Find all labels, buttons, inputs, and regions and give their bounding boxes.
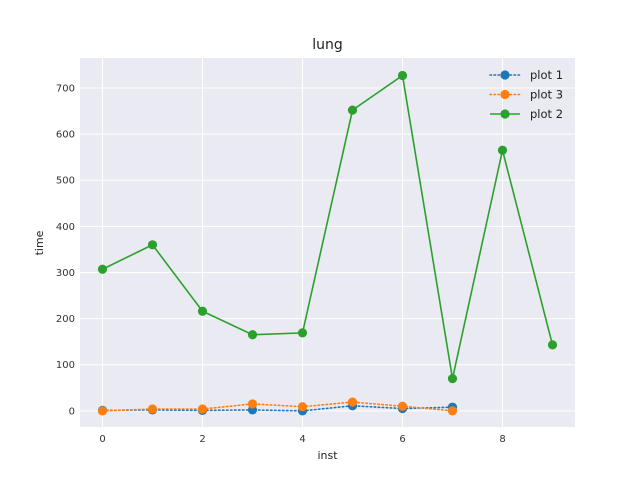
data-point (297, 328, 308, 338)
plot-area (80, 58, 575, 427)
data-point (347, 105, 358, 115)
y-tick-label: 100 (56, 360, 75, 371)
y-tick-label: 600 (56, 130, 75, 141)
data-point (297, 402, 308, 412)
legend-item: plot 3 (489, 88, 563, 102)
legend: plot 1 plot 3 plot 2 (489, 68, 563, 121)
series-lines (97, 70, 558, 416)
legend-item: plot 1 (489, 68, 563, 82)
data-point (247, 399, 258, 409)
data-point (147, 404, 158, 414)
data-point (397, 401, 408, 411)
series-line (101, 404, 454, 412)
tick-labels: 0 2 4 6 8 0 100 200 300 400 500 600 700 (56, 83, 506, 445)
data-point (97, 406, 108, 416)
data-point (447, 373, 458, 384)
x-axis-label: inst (317, 449, 338, 462)
legend-label: plot 3 (530, 88, 563, 102)
x-tick-label: 6 (399, 434, 405, 445)
legend-item: plot 2 (490, 107, 563, 121)
data-point (547, 340, 558, 350)
legend-marker (500, 70, 510, 80)
data-point (97, 264, 108, 274)
y-tick-label: 700 (56, 83, 75, 94)
x-tick-label: 2 (199, 434, 205, 445)
legend-label: plot 2 (530, 107, 563, 121)
legend-marker (500, 89, 510, 100)
series-plot-3 (97, 397, 458, 416)
legend-marker (500, 109, 510, 119)
grid-lines (80, 58, 575, 427)
y-tick-label: 500 (56, 176, 75, 187)
chart-title: lung (312, 37, 343, 53)
y-tick-label: 0 (69, 406, 75, 417)
data-point (447, 406, 458, 416)
x-tick-label: 8 (499, 434, 505, 445)
legend-label: plot 1 (530, 68, 563, 82)
series-line (101, 401, 454, 412)
data-point (497, 145, 508, 155)
series-line (102, 74, 554, 379)
data-point (347, 397, 358, 407)
y-axis-label: time (33, 230, 46, 255)
data-point (147, 240, 158, 250)
x-tick-label: 0 (99, 434, 105, 445)
y-tick-label: 400 (56, 222, 75, 233)
data-point (247, 330, 258, 340)
x-tick-label: 4 (299, 434, 305, 445)
y-tick-label: 300 (56, 268, 75, 279)
data-point (197, 306, 208, 316)
series-plot-2 (97, 70, 558, 384)
y-tick-label: 200 (56, 314, 75, 325)
data-point (197, 404, 208, 414)
data-point (397, 70, 408, 81)
